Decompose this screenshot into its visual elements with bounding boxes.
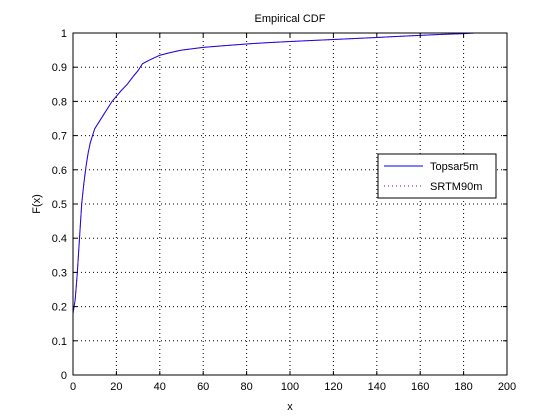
y-tick-label: 0.4 bbox=[52, 233, 67, 245]
x-tick-label: 40 bbox=[154, 381, 166, 393]
series-line-srtm90m bbox=[72, 32, 475, 314]
x-axis-label: x bbox=[287, 401, 293, 413]
x-tick-label: 60 bbox=[197, 381, 209, 393]
legend-box bbox=[377, 153, 497, 199]
y-tick-label: 0.6 bbox=[52, 165, 67, 177]
y-tick-label: 0.2 bbox=[52, 302, 67, 314]
x-tick-label: 100 bbox=[281, 381, 299, 393]
grid bbox=[73, 33, 507, 375]
series-lines bbox=[72, 32, 475, 314]
y-tick-label: 0.7 bbox=[52, 131, 67, 143]
chart-title: Empirical CDF bbox=[255, 13, 326, 25]
y-axis-label: F(x) bbox=[31, 194, 43, 214]
x-tick-label: 120 bbox=[324, 381, 342, 393]
y-tick-label: 1 bbox=[61, 28, 67, 40]
y-tick-label: 0.8 bbox=[52, 96, 67, 108]
axis-ticks: 0 20 40 60 80 100 120 140 160 180 200 0 0.1 0.2 0.3 0.4… bbox=[52, 28, 516, 393]
x-tick-label: 0 bbox=[70, 381, 76, 393]
x-tick-label: 200 bbox=[498, 381, 516, 393]
y-tick-label: 0.1 bbox=[52, 336, 67, 348]
x-tick-label: 180 bbox=[454, 381, 472, 393]
legend: Topsar5m SRTM90m bbox=[377, 153, 497, 199]
y-tick-label: 0.5 bbox=[52, 199, 67, 211]
legend-label-srtm90m: SRTM90m bbox=[430, 181, 482, 193]
y-tick-label: 0 bbox=[61, 370, 67, 382]
x-tick-label: 20 bbox=[110, 381, 122, 393]
x-tick-label: 80 bbox=[240, 381, 252, 393]
y-tick-label: 0.9 bbox=[52, 62, 67, 74]
y-tick-label: 0.3 bbox=[52, 267, 67, 279]
x-tick-label: 160 bbox=[411, 381, 429, 393]
x-tick-label: 140 bbox=[368, 381, 386, 393]
legend-label-topsar5m: Topsar5m bbox=[430, 161, 478, 173]
